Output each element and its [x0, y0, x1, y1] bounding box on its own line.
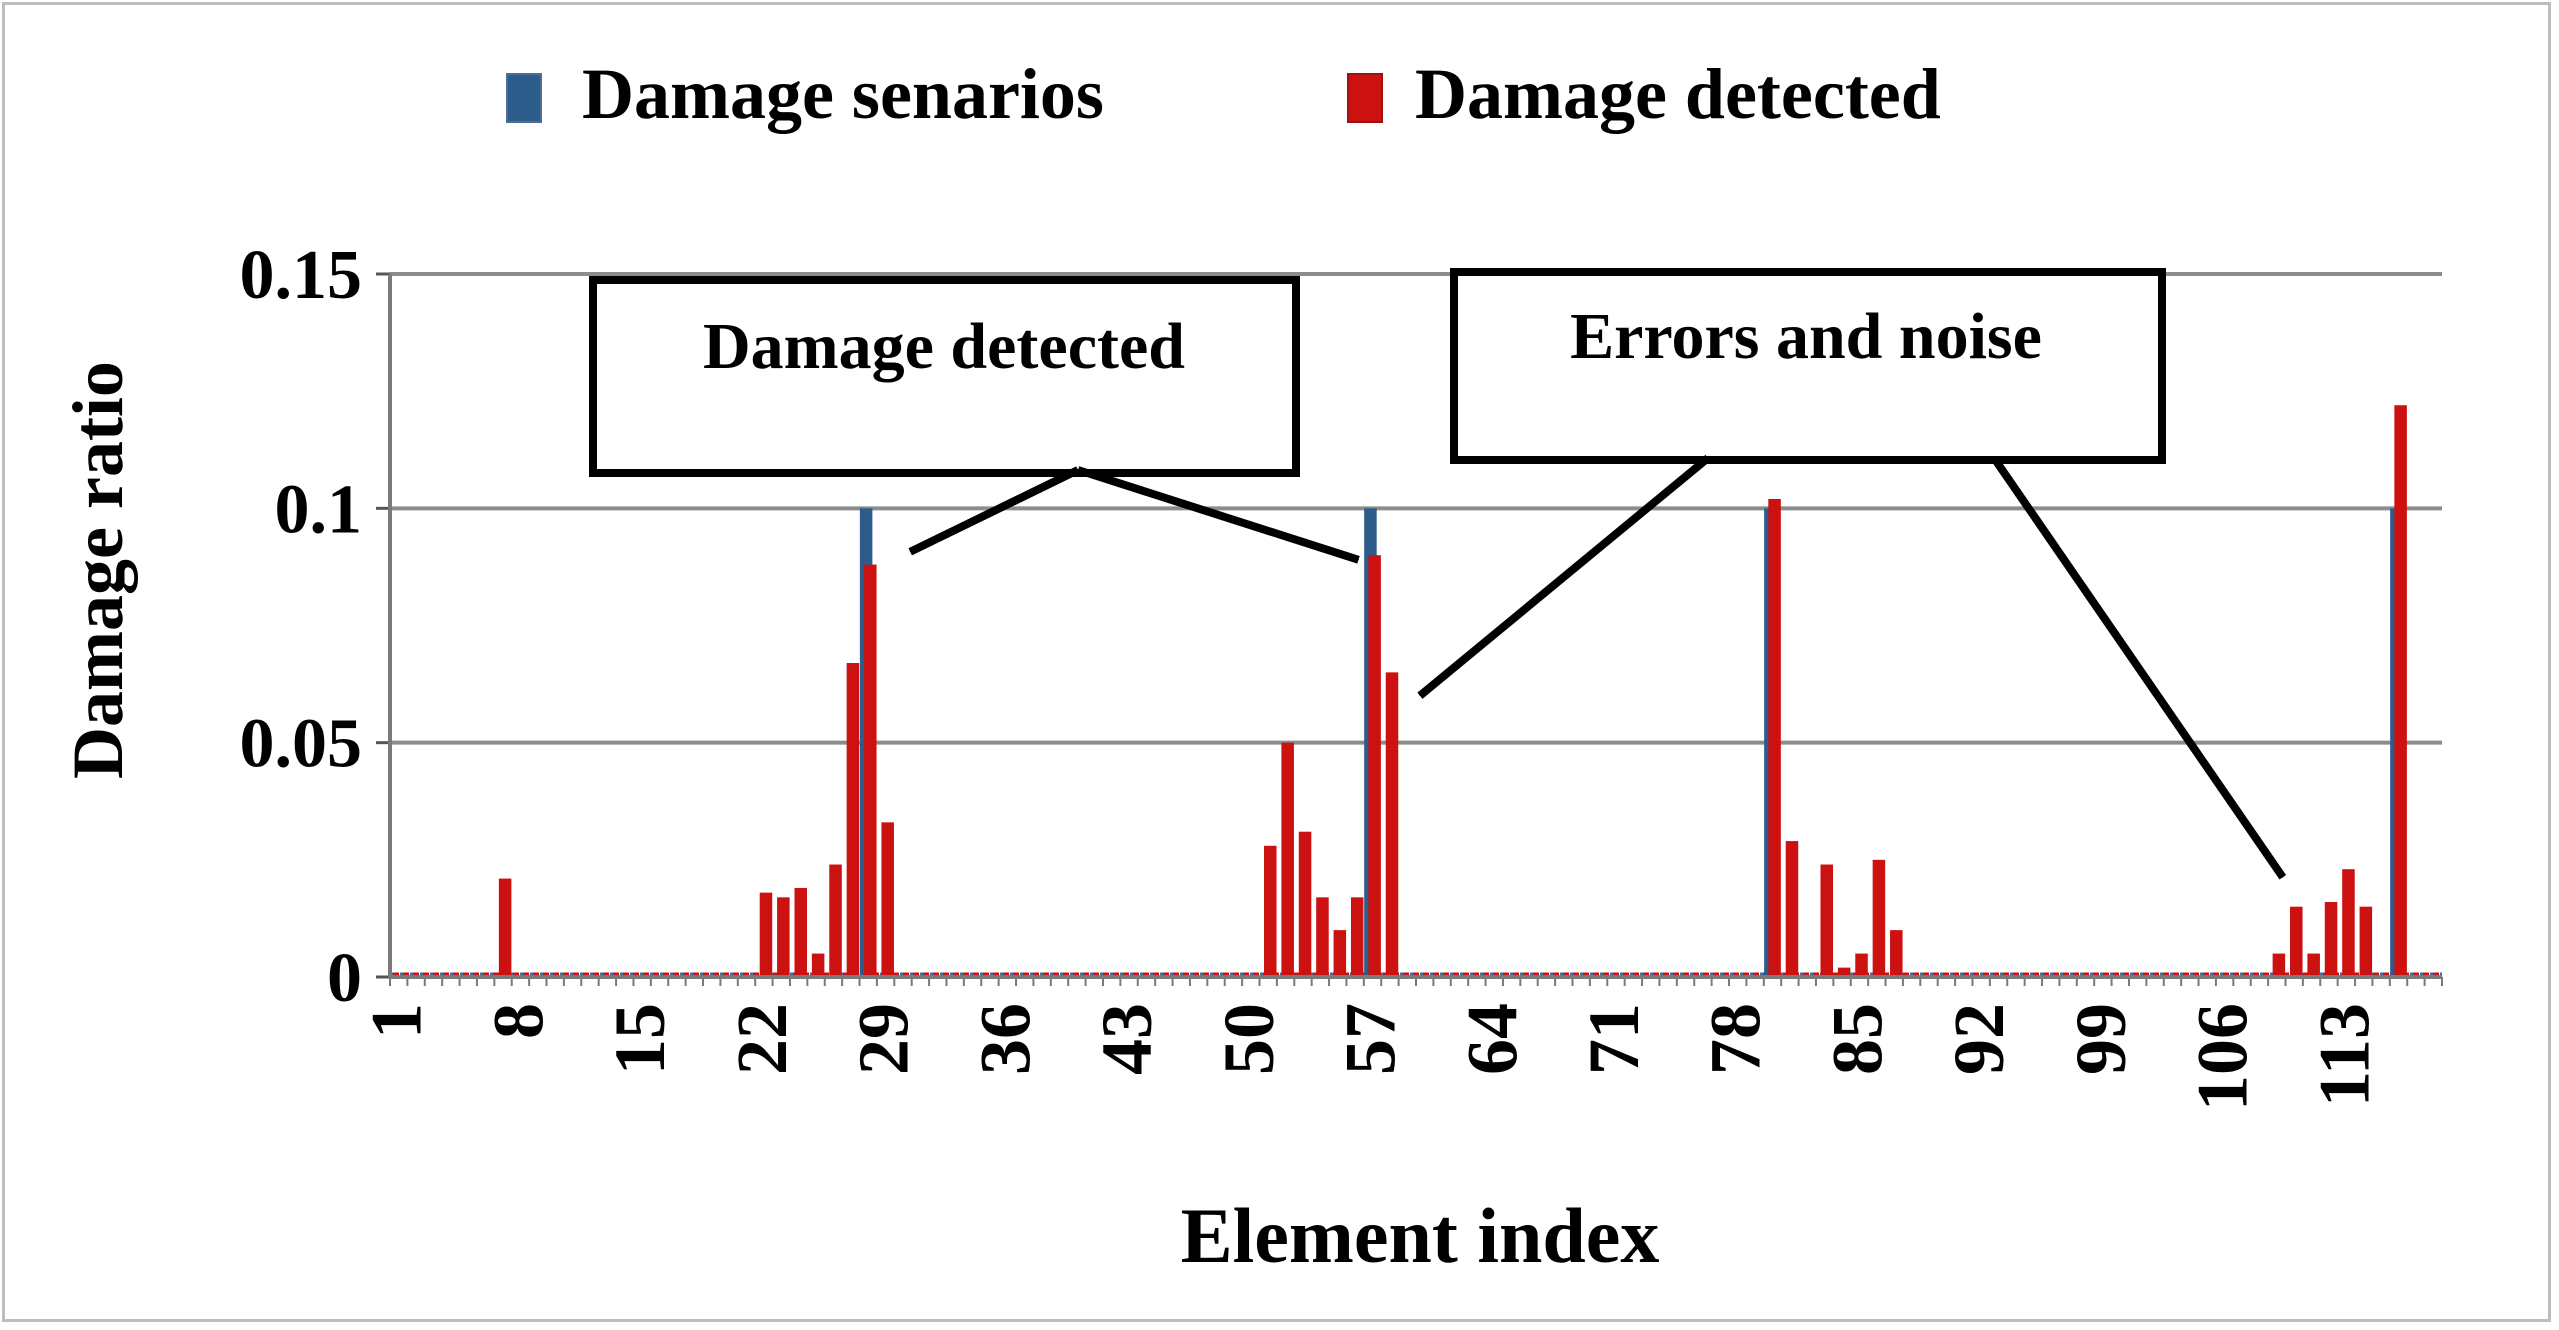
y-tick-label: 0.1: [275, 471, 363, 548]
annotation-arrows: [908, 454, 2287, 880]
x-tick-label: 1: [357, 1003, 437, 1039]
bar-damage-detected: [777, 897, 790, 977]
x-tick-label: 64: [1452, 1003, 1532, 1075]
annotation-arrow: [1076, 466, 1360, 564]
y-tick-label: 0.05: [240, 706, 363, 783]
bar-damage-detected: [2324, 902, 2338, 977]
legend: Damage senarios Damage detected: [506, 54, 1941, 134]
bar-damage-detected: [2342, 869, 2355, 977]
bar-damage-detected: [846, 662, 860, 977]
x-tick-label: 29: [844, 1003, 924, 1075]
bar-damage-detected: [1768, 498, 1781, 977]
x-tick-label: 43: [1087, 1003, 1167, 1075]
x-tick-label: 36: [965, 1003, 1045, 1075]
bar-damage-detected: [2290, 906, 2303, 977]
x-tick-label: 8: [478, 1003, 558, 1039]
x-tick-label: 106: [2183, 1003, 2263, 1111]
bar-damage-detected: [1820, 864, 1834, 977]
annotation-text-damage-detected: Damage detected: [703, 310, 1185, 383]
annotation-arrow: [908, 466, 1080, 556]
bar-damage-detected: [794, 887, 808, 977]
bar-damage-detected: [1890, 930, 1903, 977]
x-tick-label: 15: [600, 1003, 680, 1075]
bar-damage-detected: [1385, 672, 1399, 977]
bar-damage-detected: [2272, 953, 2286, 977]
bar-damage-detected: [1368, 555, 1381, 977]
bar-damage-detected: [881, 822, 894, 977]
bar-damage-detected: [2307, 953, 2320, 977]
bar-damage-detected: [1785, 841, 1799, 977]
x-tick-label: 99: [2061, 1003, 2141, 1075]
annotation-box-damage-detected: [589, 276, 1300, 477]
legend-swatch-damage-senarios: [506, 73, 542, 123]
x-tick-label: 78: [1696, 1003, 1776, 1075]
y-axis-ticks: 0 0.05 0.1 0.15: [240, 237, 390, 1017]
x-tick-label: 57: [1331, 1003, 1411, 1075]
x-axis-ticks: 1 8 15 22 29 36 43 50 57 64 71 78 85 92 99 106 113: [357, 1003, 2385, 1111]
annotations: Damage detected Errors and noise: [589, 268, 2166, 477]
bar-damage-detected: [1298, 831, 1312, 977]
y-tick-label: 0.15: [240, 237, 363, 314]
x-axis-label: Element index: [1181, 1192, 1660, 1279]
x-tick-label: 50: [1209, 1003, 1289, 1075]
annotation-arrow: [1990, 455, 2287, 880]
bar-damage-detected: [811, 953, 825, 977]
bar-damage-detected: [2394, 405, 2407, 977]
bar-damage-detected: [1855, 953, 1868, 977]
annotation-text-errors-and-noise: Errors and noise: [1570, 300, 2042, 373]
x-tick-label: 113: [2304, 1003, 2384, 1107]
y-axis-label: Damage ratio: [58, 361, 138, 779]
x-tick-label: 71: [1574, 1003, 1654, 1075]
bar-damage-detected: [1837, 967, 1851, 977]
legend-swatch-damage-detected: [1347, 73, 1383, 123]
annotation-arrow: [1417, 454, 1711, 699]
bar-damage-detected: [829, 864, 842, 977]
bar-damage-detected: [1333, 930, 1347, 977]
bar-damage-detected: [864, 564, 877, 977]
x-tick-label: 85: [1817, 1003, 1897, 1075]
bar-damage-detected: [1872, 859, 1886, 977]
bar-damage-detected: [1281, 742, 1294, 977]
x-tick-label: 92: [1939, 1003, 2019, 1075]
axes: [388, 274, 2443, 986]
bar-damage-detected: [759, 892, 773, 977]
bars: [390, 405, 2442, 977]
annotation-box-errors-and-noise: [1450, 268, 2166, 464]
bar-damage-detected: [1316, 897, 1329, 977]
legend-label-damage-detected: Damage detected: [1415, 54, 1941, 134]
legend-label-damage-senarios: Damage senarios: [582, 54, 1104, 134]
x-tick-label: 22: [722, 1003, 802, 1075]
bar-damage-detected: [2359, 906, 2373, 977]
bar-damage-detected: [1350, 897, 1364, 977]
bar-damage-detected: [1264, 845, 1277, 977]
bar-damage-detected: [498, 878, 512, 977]
y-tick-label: 0: [327, 940, 362, 1017]
